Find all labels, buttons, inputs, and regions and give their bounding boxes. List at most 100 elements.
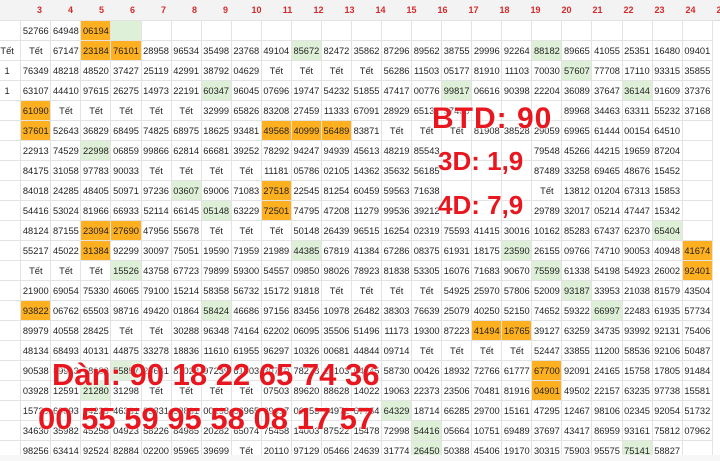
table-cell[interactable]: 74652 [531,300,563,321]
table-cell[interactable]: 28425 [80,320,112,341]
table-cell[interactable]: 47417 [381,80,413,101]
table-cell[interactable]: 89665 [561,40,593,61]
table-cell[interactable]: 09401 [681,40,714,61]
table-cell[interactable]: 52766 [20,20,52,41]
table-cell[interactable]: 05664 [441,420,473,441]
table-cell[interactable]: 72766 [471,360,503,381]
table-cell[interactable]: 69489 [501,420,533,441]
table-cell[interactable] [441,20,473,41]
table-cell[interactable]: 89979 [20,320,52,341]
table-cell[interactable]: 15172 [260,280,292,301]
table-cell[interactable]: 19300 [411,320,443,341]
table-cell[interactable]: 15452 [651,160,683,181]
table-cell[interactable]: 37168 [681,100,714,121]
table-cell[interactable]: 78923 [350,260,383,281]
table-cell[interactable]: 55678 [170,220,202,241]
table-cell[interactable]: 43417 [561,420,593,441]
table-cell[interactable]: 29789 [531,200,563,221]
table-cell[interactable]: Tết [230,220,262,241]
table-cell[interactable] [0,280,22,301]
table-cell[interactable]: 66933 [110,200,142,221]
table-cell[interactable]: 48676 [621,160,653,181]
table-cell[interactable]: 87296 [381,40,413,61]
table-cell[interactable]: 58536 [621,340,653,361]
table-cell[interactable]: Tết [110,320,142,341]
table-cell[interactable]: 31058 [50,160,82,181]
table-cell[interactable]: 33953 [591,280,623,301]
table-cell[interactable]: 36829 [80,120,112,141]
table-cell[interactable]: 48218 [50,60,82,81]
table-cell[interactable]: 15758 [621,360,653,381]
table-cell[interactable]: 66997 [591,300,623,321]
table-cell[interactable]: 41415 [471,220,503,241]
table-cell[interactable]: 24285 [50,180,82,201]
table-cell[interactable]: 56732 [230,280,262,301]
table-cell[interactable]: 52114 [140,200,172,221]
table-cell[interactable]: 76639 [411,300,443,321]
table-cell[interactable]: 16765 [501,320,533,341]
table-cell[interactable]: 61090 [20,100,52,121]
table-cell[interactable] [0,380,22,401]
table-cell[interactable]: 36089 [561,80,593,101]
table-cell[interactable]: 75051 [170,240,202,261]
table-cell[interactable]: Tết [411,340,443,361]
table-cell[interactable]: 49420 [140,300,172,321]
table-cell[interactable]: 15214 [170,280,202,301]
table-cell[interactable]: Tết [381,120,413,141]
table-cell[interactable]: 63107 [20,80,52,101]
table-cell[interactable] [531,20,563,41]
table-cell[interactable]: 15853 [651,180,683,201]
table-cell[interactable]: 72998 [381,420,413,441]
table-cell[interactable]: 58730 [381,360,413,381]
table-cell[interactable]: Tết [110,100,142,121]
table-cell[interactable]: 27690 [110,220,142,241]
table-cell[interactable]: 83456 [290,300,322,321]
table-cell[interactable]: 91484 [681,360,714,381]
table-cell[interactable]: 92106 [651,340,683,361]
table-cell[interactable]: 34463 [591,100,623,121]
table-cell[interactable]: 27518 [260,180,292,201]
table-cell[interactable]: 40250 [471,300,503,321]
table-cell[interactable]: 07696 [260,80,292,101]
table-cell[interactable]: 59300 [230,260,262,281]
table-cell[interactable]: 04629 [230,60,262,81]
table-cell[interactable]: 48520 [80,60,112,81]
table-cell[interactable] [561,20,593,41]
table-cell[interactable]: 22483 [621,300,653,321]
table-cell[interactable]: 61444 [591,120,623,141]
table-cell[interactable]: 55217 [20,240,52,261]
table-cell[interactable]: 74825 [140,120,172,141]
table-cell[interactable]: Tết [140,160,172,181]
table-cell[interactable]: 19659 [621,140,653,161]
table-cell[interactable]: 31384 [80,240,112,261]
table-cell[interactable]: Tết [501,340,533,361]
table-cell[interactable]: 22157 [591,380,623,401]
table-cell[interactable]: 15526 [110,260,142,281]
table-cell[interactable]: 93187 [561,280,593,301]
table-cell[interactable]: 62370 [621,220,653,241]
table-cell[interactable]: 69465 [591,160,623,181]
table-cell[interactable]: 10978 [320,300,352,321]
table-cell[interactable]: 21280 [80,380,112,401]
table-cell[interactable]: 23590 [501,240,533,261]
table-cell[interactable]: 67286 [381,240,413,261]
table-cell[interactable]: 1 [0,80,22,101]
table-cell[interactable]: 63311 [621,100,653,121]
table-cell[interactable]: 17110 [621,60,653,81]
table-cell[interactable]: 47956 [140,220,172,241]
table-cell[interactable]: 23768 [230,40,262,61]
table-cell[interactable]: 69054 [50,280,82,301]
table-cell[interactable]: 81254 [320,180,352,201]
table-cell[interactable]: 55232 [651,100,683,121]
table-cell[interactable]: 56489 [320,120,352,141]
table-cell[interactable]: Tết [471,340,503,361]
table-cell[interactable]: 74529 [50,140,82,161]
table-cell[interactable]: 66285 [441,400,473,421]
table-cell[interactable]: 67819 [320,240,352,261]
table-cell[interactable] [381,20,413,41]
table-cell[interactable]: 50971 [110,180,142,201]
table-cell[interactable]: 24165 [591,360,623,381]
table-cell[interactable]: 15342 [651,200,683,221]
table-cell[interactable] [0,100,22,121]
table-cell[interactable]: Tết [140,320,172,341]
